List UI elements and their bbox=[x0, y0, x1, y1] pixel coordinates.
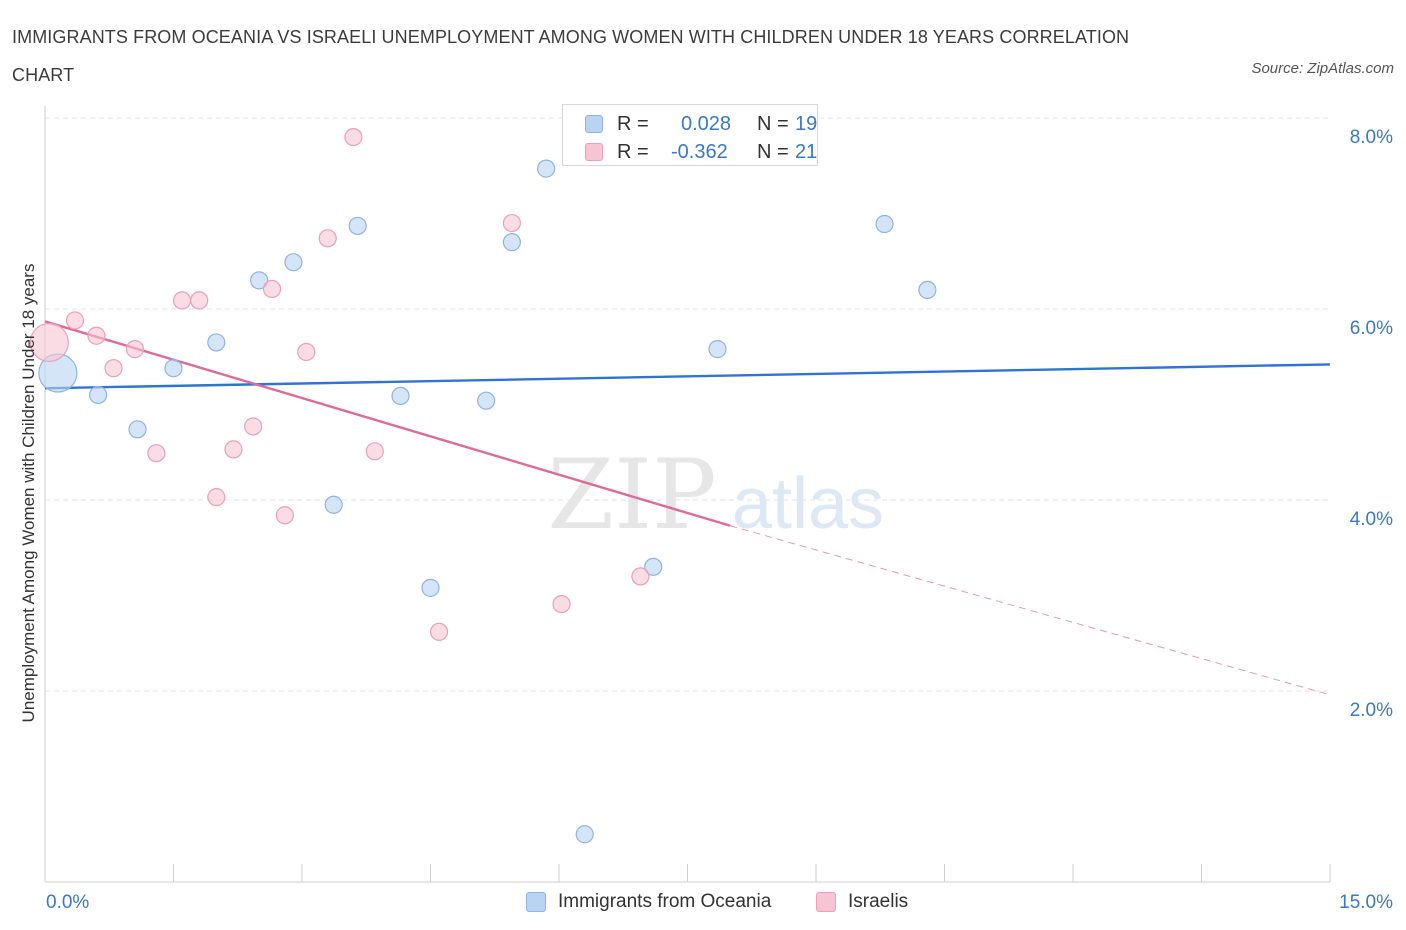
point-oceania bbox=[477, 391, 496, 410]
y-axis-label: Unemployment Among Women with Children U… bbox=[19, 264, 38, 723]
point-oceania bbox=[875, 214, 894, 234]
point-israelis bbox=[172, 291, 192, 310]
x-tick-label: 0.0% bbox=[46, 892, 89, 913]
y-tick-label: 2.0% bbox=[1350, 700, 1393, 721]
trendline-israelis bbox=[44, 320, 731, 527]
legend-r-label: R = bbox=[617, 141, 649, 163]
point-oceania bbox=[128, 420, 147, 439]
watermark-zip: ZIP bbox=[547, 439, 716, 551]
point-israelis bbox=[224, 440, 243, 459]
point-oceania bbox=[324, 495, 343, 514]
points-layer bbox=[29, 128, 937, 844]
point-israelis bbox=[244, 417, 263, 436]
point-israelis bbox=[147, 444, 166, 463]
point-israelis bbox=[262, 279, 282, 299]
point-israelis bbox=[275, 506, 294, 525]
point-israelis bbox=[631, 567, 650, 586]
point-israelis bbox=[344, 128, 363, 147]
series-swatch-israelis bbox=[816, 892, 836, 912]
point-israelis bbox=[365, 442, 384, 461]
point-oceania bbox=[575, 825, 594, 844]
point-israelis bbox=[552, 594, 571, 614]
point-oceania bbox=[537, 159, 556, 178]
point-israelis bbox=[87, 326, 106, 345]
point-israelis bbox=[104, 359, 123, 378]
legend-n-value: 21 bbox=[795, 141, 818, 163]
trendline-oceania bbox=[44, 363, 1331, 390]
legend-r-value: 0.028 bbox=[681, 113, 732, 135]
trend-layer bbox=[44, 320, 1331, 696]
point-oceania bbox=[207, 333, 226, 352]
point-oceania bbox=[502, 233, 521, 252]
watermark-atlas: atlas bbox=[732, 464, 884, 544]
point-israelis bbox=[429, 622, 449, 641]
correlation-legend: R = 0.028 N = 19 R = -0.362 N = 21 bbox=[562, 104, 818, 166]
point-israelis bbox=[190, 291, 209, 310]
point-oceania bbox=[164, 359, 183, 378]
legend-r-label: R = bbox=[617, 113, 649, 135]
watermark: ZIP atlas bbox=[547, 439, 884, 551]
point-israelis bbox=[207, 488, 226, 507]
grid-layer bbox=[45, 117, 1330, 692]
point-israelis bbox=[502, 213, 521, 233]
chart-title: IMMIGRANTS FROM OCEANIA VS ISRAELI UNEMP… bbox=[12, 27, 1130, 85]
point-oceania bbox=[918, 280, 937, 299]
axis-layer: 2.0% 4.0% 6.0% 8.0% 0.0% 15.0% bbox=[44, 106, 1393, 913]
point-oceania bbox=[391, 386, 410, 406]
legend-swatch-israelis bbox=[585, 143, 603, 161]
series-swatch-oceania bbox=[526, 892, 546, 912]
point-oceania bbox=[421, 578, 440, 597]
point-oceania bbox=[708, 340, 727, 359]
series-label-oceania: Immigrants from Oceania bbox=[558, 891, 772, 912]
x-tick-label: 15.0% bbox=[1339, 892, 1393, 913]
point-israelis bbox=[29, 322, 69, 363]
y-tick-label: 8.0% bbox=[1350, 127, 1393, 148]
point-oceania bbox=[348, 216, 367, 236]
trendline-israelis-extension bbox=[730, 525, 1331, 696]
point-israelis bbox=[125, 340, 145, 359]
legend-swatch-oceania bbox=[585, 115, 603, 133]
point-oceania bbox=[250, 271, 269, 290]
point-israelis bbox=[318, 229, 337, 248]
series-label-israelis: Israelis bbox=[848, 891, 909, 912]
legend-r-value: -0.362 bbox=[671, 141, 728, 163]
point-oceania bbox=[89, 385, 108, 405]
point-israelis bbox=[65, 311, 85, 330]
point-israelis bbox=[297, 342, 316, 362]
point-oceania bbox=[644, 557, 663, 576]
legend-n-label: N = bbox=[757, 113, 789, 135]
legend-n-value: 19 bbox=[795, 113, 818, 135]
y-tick-label: 6.0% bbox=[1350, 318, 1393, 339]
point-oceania bbox=[284, 253, 303, 272]
source-label: Source: ZipAtlas.com bbox=[1251, 60, 1394, 77]
legend-n-label: N = bbox=[757, 141, 789, 163]
y-tick-label: 4.0% bbox=[1350, 509, 1393, 530]
